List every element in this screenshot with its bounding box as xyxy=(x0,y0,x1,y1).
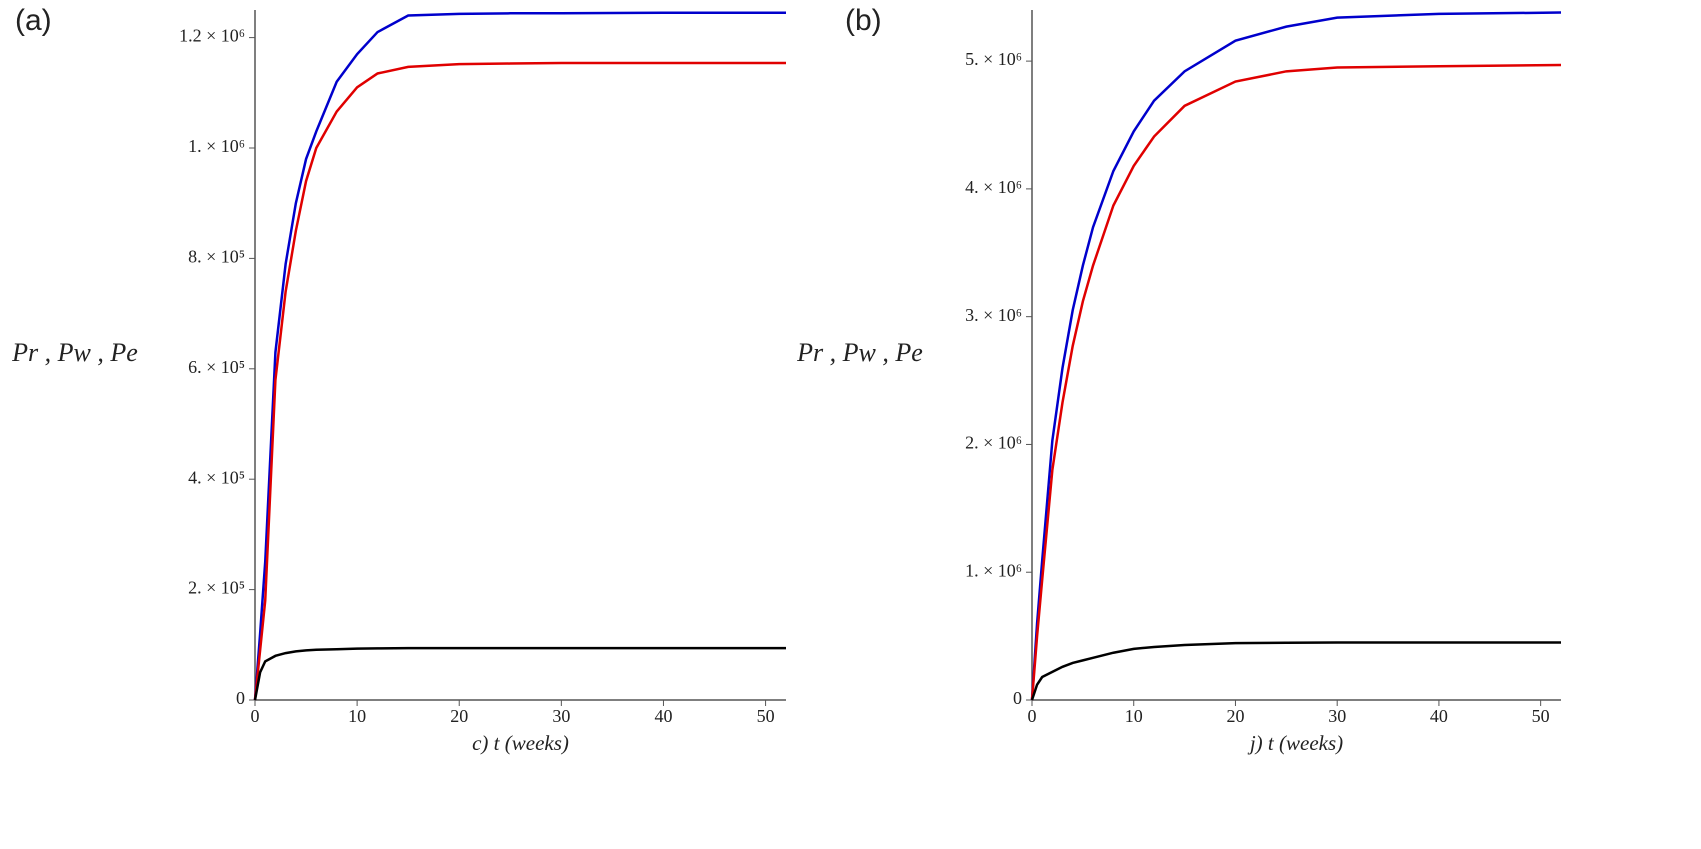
series-line xyxy=(1030,641,1561,701)
x-tick-label: 50 xyxy=(1532,706,1550,726)
y-tick-label: 1.2 × 10⁶ xyxy=(179,26,245,46)
x-axis-label: j) t (weeks) xyxy=(1247,731,1343,755)
x-tick-label: 20 xyxy=(1226,706,1244,726)
panel-label: (a) xyxy=(15,4,52,37)
y-tick-label: 0 xyxy=(236,688,245,708)
y-tick-label: 2. × 10⁶ xyxy=(965,433,1022,453)
y-tick-label: 4. × 10⁵ xyxy=(188,467,245,487)
y-tick-label: 6. × 10⁵ xyxy=(188,357,245,377)
series-line xyxy=(1030,63,1562,701)
series-line xyxy=(253,11,786,701)
y-axis-label: Pr , Pw , Pe xyxy=(796,338,923,367)
y-tick-label: 3. × 10⁶ xyxy=(965,305,1022,325)
y-tick-label: 1. × 10⁶ xyxy=(965,560,1022,580)
y-tick-label: 0 xyxy=(1013,688,1022,708)
x-tick-label: 30 xyxy=(1328,706,1346,726)
series-line xyxy=(1030,11,1562,701)
y-tick-label: 1. × 10⁶ xyxy=(188,136,245,156)
y-tick-label: 5. × 10⁶ xyxy=(965,49,1022,69)
x-tick-label: 0 xyxy=(1028,706,1037,726)
x-axis-label: c) t (weeks) xyxy=(472,731,569,755)
x-tick-label: 10 xyxy=(1125,706,1143,726)
x-tick-label: 20 xyxy=(450,706,468,726)
x-tick-label: 40 xyxy=(654,706,672,726)
x-tick-label: 30 xyxy=(552,706,570,726)
y-tick-label: 4. × 10⁶ xyxy=(965,177,1022,197)
y-tick-label: 2. × 10⁵ xyxy=(188,578,245,598)
series-line xyxy=(253,646,786,701)
panel-label: (b) xyxy=(845,4,882,37)
x-tick-label: 40 xyxy=(1430,706,1448,726)
x-tick-label: 10 xyxy=(348,706,366,726)
y-tick-label: 8. × 10⁵ xyxy=(188,247,245,267)
x-tick-label: 0 xyxy=(251,706,260,726)
series-line xyxy=(253,61,786,701)
y-axis-label: Pr , Pw , Pe xyxy=(11,338,138,367)
x-tick-label: 50 xyxy=(757,706,775,726)
